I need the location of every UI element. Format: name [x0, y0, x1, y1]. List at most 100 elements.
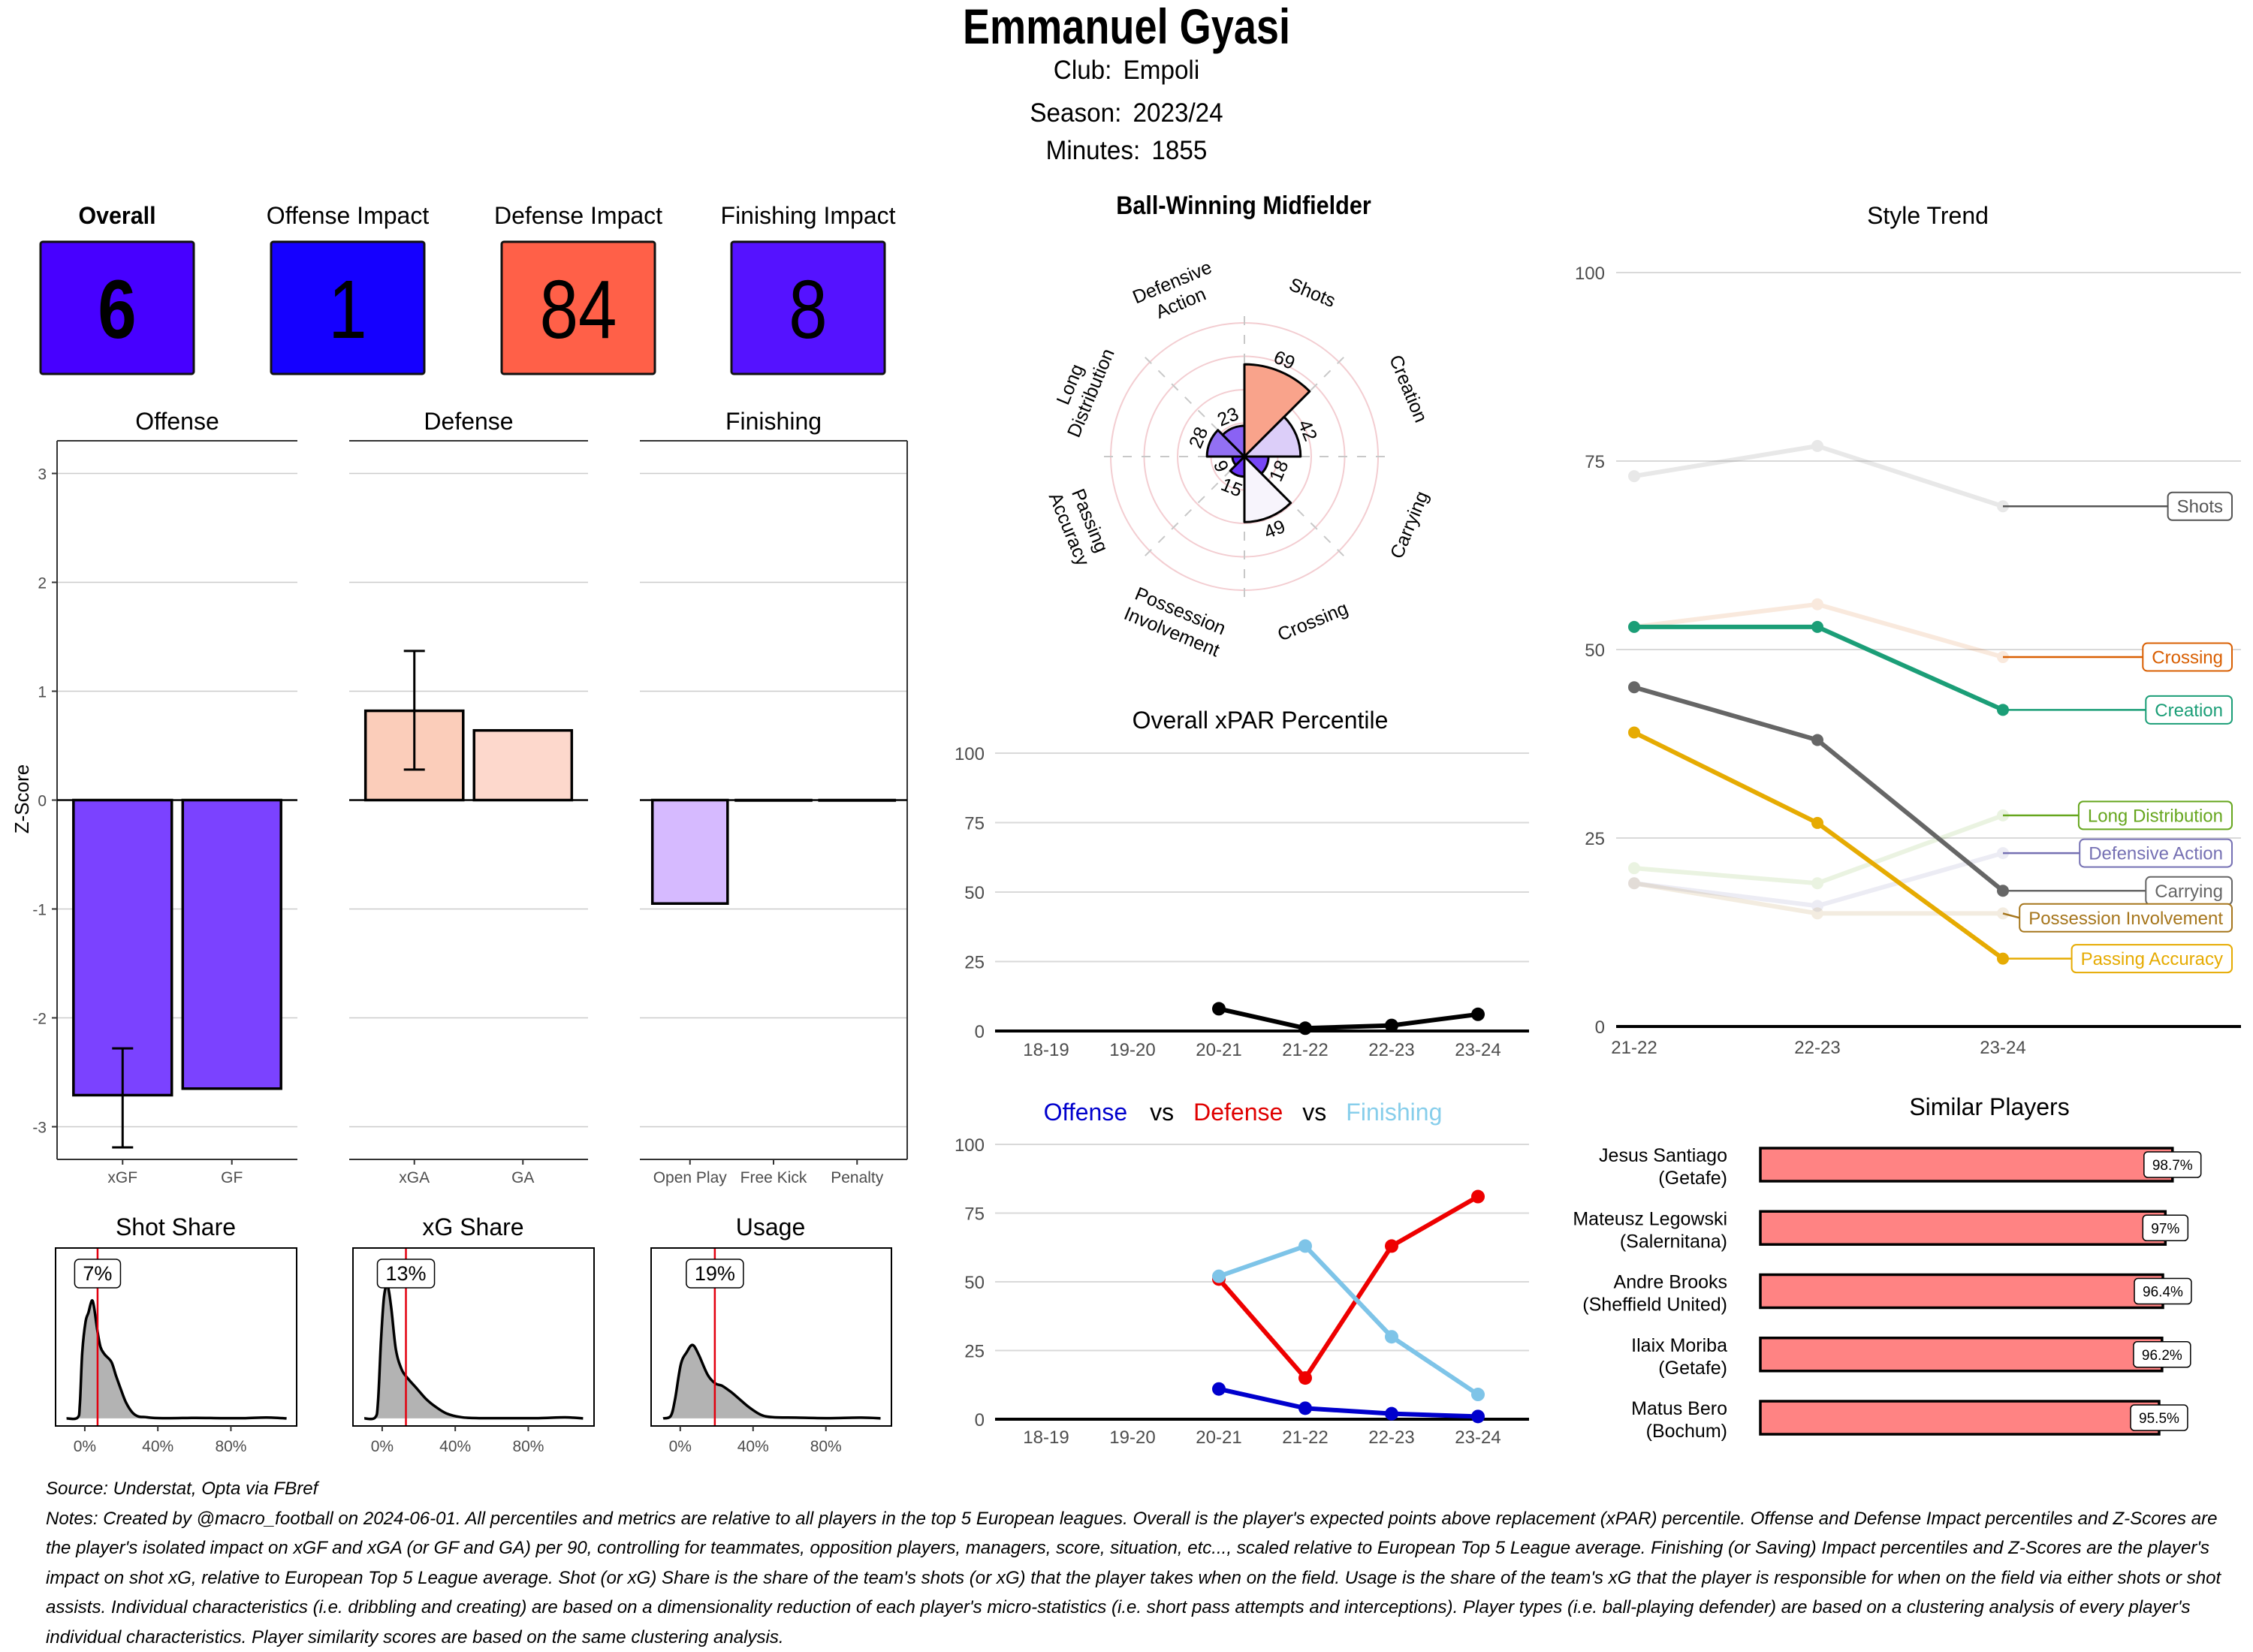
chart-title: Offense: [135, 408, 219, 435]
similar-player-name: Andre Brooks: [1614, 1272, 1727, 1293]
series-point: [1385, 1018, 1398, 1032]
series-point: [1811, 907, 1823, 920]
similarity-label-box: [2133, 1341, 2191, 1368]
bar-gf: [181, 798, 282, 1090]
series-point: [1811, 734, 1823, 746]
series-point: [1811, 620, 1823, 633]
player-value-label: 13%: [385, 1262, 426, 1285]
card-label: Overall: [78, 202, 155, 229]
source-note: Source: Understat, Opta via FBref: [46, 1479, 320, 1499]
series-point: [1811, 439, 1823, 452]
label-text: Long Distribution: [2088, 806, 2223, 826]
series-offense: [1212, 1382, 1485, 1424]
x-tick-label: 19-20: [1109, 1427, 1155, 1448]
player-value-label: 7%: [83, 1262, 112, 1285]
x-tick-label: 80%: [810, 1438, 842, 1455]
error-bar-xgf: [112, 1047, 134, 1149]
style-trend-chart: Style Trend 0 25 50 75 100 21-22 22-23 23-24 Sho…: [1575, 202, 2241, 1058]
series-point: [1628, 470, 1640, 483]
x-tick-label: 23-24: [1980, 1038, 2025, 1058]
series-overall-xpar-percentile: [1212, 1002, 1485, 1036]
label-connector: [2002, 912, 2020, 919]
bar-ga: [472, 728, 574, 802]
x-tick-label: 22-23: [1368, 1040, 1414, 1060]
panel-border: [55, 1247, 297, 1427]
similarity-label-box: [2134, 1277, 2192, 1305]
y-tick-label: -2: [32, 1011, 47, 1028]
series-point: [1471, 1189, 1485, 1204]
series-label-possession-involvement: Possession Involvement: [2002, 903, 2233, 933]
card-value: 84: [540, 263, 617, 355]
x-tick-label: 20-21: [1196, 1040, 1241, 1060]
x-tick-label: 18-19: [1023, 1427, 1069, 1448]
similar-player-row: Andre Brooks(Sheffield United) 96.4%: [1582, 1272, 2192, 1316]
series-point: [1811, 598, 1823, 610]
y-tick-label: 50: [1585, 641, 1605, 661]
label-box: [2019, 903, 2233, 933]
player-value-label: 19%: [695, 1262, 735, 1285]
zscore-charts: Z-Score Offense -3 -2 -1 0 1 2 3 xGF GF Defense …: [11, 408, 908, 1186]
x-tick-label: xGA: [399, 1169, 430, 1186]
label-text: Passing Accuracy: [2081, 949, 2223, 969]
x-tick-label: 21-22: [1282, 1040, 1328, 1060]
series-label-creation: Creation: [2003, 695, 2233, 725]
x-tick-label: xGF: [107, 1169, 137, 1186]
x-tick-label: GA: [511, 1169, 534, 1186]
chart-title: Similar Players: [1909, 1093, 2069, 1120]
series-label-long-distribution: Long Distribution: [2003, 800, 2233, 831]
finishing-zscore-chart: Finishing Open Play Free Kick Penalty: [640, 408, 908, 1186]
y-tick-label: 50: [964, 883, 985, 903]
similar-player-club: (Getafe): [1658, 1168, 1727, 1189]
usage-chart: Usage 19% 0% 40% 80%: [650, 1213, 892, 1455]
season-line: Season: 2023/24: [1030, 98, 1223, 128]
series-point: [1212, 1382, 1226, 1396]
chart-title: Defense: [424, 408, 513, 435]
notes-line: individual characteristics. Player simil…: [46, 1627, 784, 1647]
similar-player-name: Jesus Santiago: [1599, 1145, 1727, 1166]
x-tick-label: 40%: [439, 1438, 471, 1455]
bar-open-play: [650, 798, 729, 905]
similar-player-row: Jesus Santiago(Getafe) 98.7%: [1599, 1145, 2202, 1189]
x-tick-label: 80%: [215, 1438, 246, 1455]
chart-title: Style Trend: [1867, 202, 1989, 229]
y-tick-label: 3: [38, 466, 47, 484]
y-axis-label: Z-Score: [11, 764, 33, 834]
card-box: [39, 240, 195, 375]
chart-title: Finishing: [725, 408, 822, 435]
share-charts: Shot Share 7% 0% 40% 80% xG Share 13% 0% 40% 8…: [55, 1213, 892, 1455]
impact-card-finishing: Finishing Impact 8: [721, 202, 896, 375]
wedge-long-distribution: [1205, 429, 1246, 458]
label-text: Defensive Action: [2089, 844, 2223, 864]
similarity-label-box: [2130, 1404, 2188, 1431]
series-line: [1217, 1386, 1480, 1419]
similar-player-name: Mateusz Legowski: [1573, 1208, 1727, 1229]
x-tick-label: 20-21: [1196, 1427, 1241, 1448]
card-label: Finishing Impact: [721, 202, 896, 229]
similar-player-name: Matus Bero: [1631, 1398, 1727, 1419]
series-point: [1628, 681, 1640, 694]
similarity-label: 96.4%: [2143, 1285, 2183, 1301]
series-point: [1385, 1330, 1398, 1344]
player-value-label-box: [74, 1259, 122, 1289]
series-point: [1628, 726, 1640, 739]
similarity-label: 96.2%: [2142, 1348, 2182, 1364]
density-curve: [66, 1299, 287, 1421]
card-value: 8: [789, 263, 827, 355]
similar-player-name: Ilaix Moriba: [1631, 1335, 1727, 1356]
label-box: [2079, 838, 2233, 868]
series-line: [1217, 1194, 1480, 1381]
series-point: [1628, 877, 1640, 890]
card-box: [500, 240, 656, 375]
series-passing-accuracy: [1628, 726, 2009, 965]
club-line: Club: Empoli: [1054, 56, 1199, 85]
title-vs: vs: [1150, 1099, 1174, 1126]
x-tick-label: 40%: [737, 1438, 769, 1455]
similarity-label: 98.7%: [2152, 1158, 2193, 1174]
bar-xgf: [72, 798, 173, 1097]
y-tick-label: 25: [1585, 829, 1605, 849]
series-point: [1212, 1002, 1226, 1016]
y-tick-label: 100: [1575, 264, 1605, 284]
density-curve: [363, 1283, 584, 1421]
series-line: [1632, 601, 2005, 660]
